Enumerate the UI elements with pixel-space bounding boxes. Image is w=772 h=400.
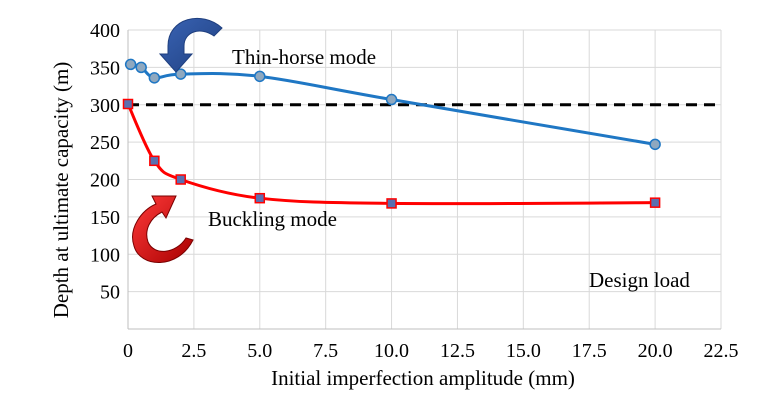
x-tick-label: 7.5 <box>313 340 338 362</box>
buckling-mode-point <box>254 192 266 204</box>
y-tick-label: 300 <box>90 95 120 117</box>
thin-horse-arrow-icon <box>158 17 223 73</box>
thin-horse-mode-point <box>254 70 266 83</box>
x-tick-label: 17.5 <box>572 340 607 362</box>
y-tick-label: 50 <box>100 282 120 304</box>
data-series <box>122 58 661 209</box>
thin-horse-mode-point <box>135 61 147 74</box>
x-tick-label: 22.5 <box>704 340 739 362</box>
x-tick-label: 12.5 <box>440 340 475 362</box>
x-tick-label: 5.0 <box>247 340 272 362</box>
x-axis-title: Initial imperfection amplitude (mm) <box>271 366 575 390</box>
y-tick-label: 200 <box>90 170 120 192</box>
thin-horse-mode-point <box>649 138 661 151</box>
buckling-mode-point <box>149 155 160 167</box>
buckling-mode-point <box>649 197 661 208</box>
thin-horse-mode-point <box>124 58 137 71</box>
axes <box>127 30 721 330</box>
tick-labels: 0 2.5 5.0 7.5 10.0 12.5 15.0 17.5 20.0 22.5 50 100 1… <box>90 20 739 362</box>
buckling-mode-point <box>386 198 397 209</box>
x-tick-label: 10.0 <box>374 340 409 362</box>
buckling-mode-point <box>175 174 186 185</box>
buckling-arrow-icon <box>132 195 194 263</box>
y-tick-label: 150 <box>90 207 120 229</box>
x-tick-label: 0 <box>123 340 133 362</box>
x-tick-label: 15.0 <box>506 340 541 362</box>
buckling-mode-point <box>122 98 134 110</box>
thin-horse-mode-point <box>385 93 398 106</box>
annotation-thin-horse-mode: Thin-horse mode <box>232 45 376 69</box>
x-tick-label: 20.0 <box>638 340 673 362</box>
y-tick-label: 400 <box>90 20 120 42</box>
annotation-buckling-mode: Buckling mode <box>208 207 337 231</box>
thin-horse-mode-point <box>148 72 161 84</box>
y-tick-label: 350 <box>90 57 120 79</box>
thin-horse-mode-point <box>174 68 187 80</box>
y-tick-label: 100 <box>90 244 120 266</box>
annotation-design-load: Design load <box>589 268 690 292</box>
x-tick-label: 2.5 <box>181 340 206 362</box>
y-axis-title: Depth at ultimate capacity (m) <box>49 62 73 319</box>
y-tick-label: 250 <box>90 132 120 154</box>
